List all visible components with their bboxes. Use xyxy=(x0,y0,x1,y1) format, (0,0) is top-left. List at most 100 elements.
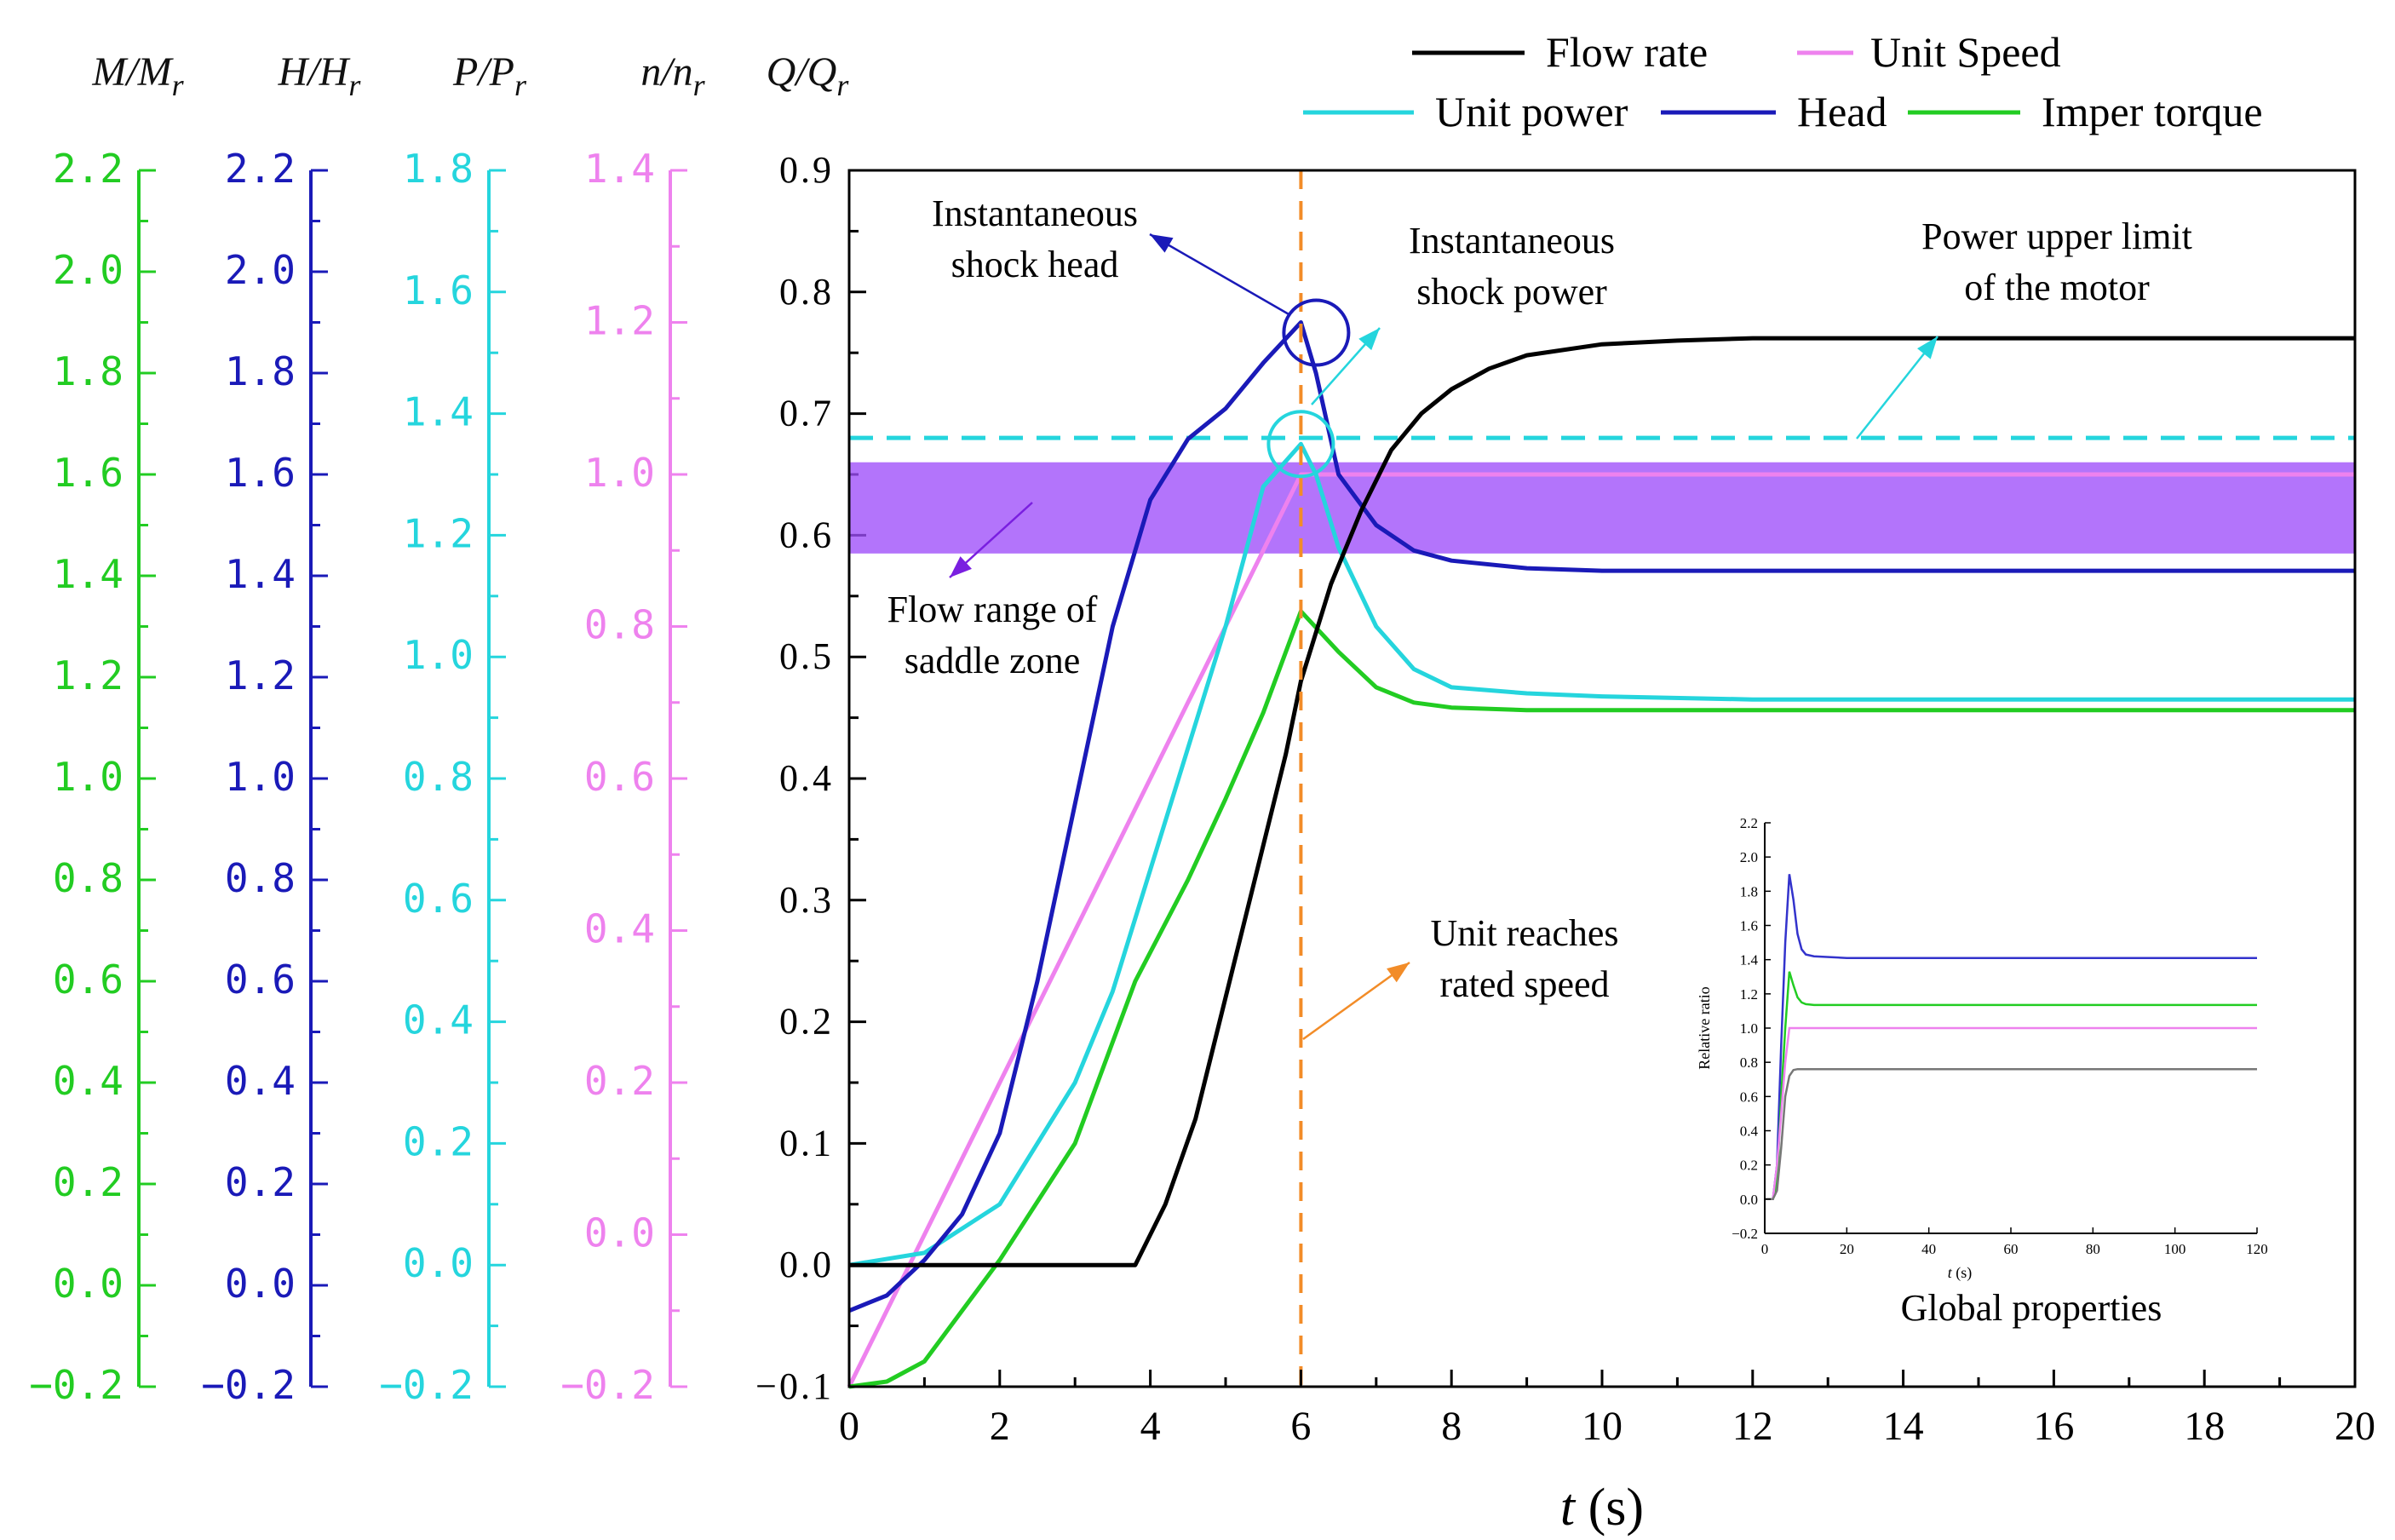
inset-x-title-var: t xyxy=(1948,1264,1953,1281)
axis-tick-label: −0.2 xyxy=(560,1362,655,1408)
power-limit-arrow xyxy=(1856,336,1938,440)
axis-tick-label: 0.6 xyxy=(403,876,474,922)
axis-tick-label: 0.8 xyxy=(779,271,834,313)
legend-label-unit-power: Unit power xyxy=(1435,88,1628,135)
axis-title-sub: r xyxy=(514,68,527,102)
axis-tick-label: 0.5 xyxy=(779,635,834,677)
axis-q: −0.1 0.0 0.1 0.2 0.3 0.4 0.5 0.6 0.7 0.8 0.9 Q/Qr xyxy=(755,49,866,1407)
inset-x-tick-label: 80 xyxy=(2086,1241,2100,1257)
inset-y-tick-label: 1.8 xyxy=(1740,883,1758,899)
axis-tick-label: 0.2 xyxy=(779,1001,834,1043)
saddle-arrow-head xyxy=(950,556,972,578)
inset-y-title: Relative ratio xyxy=(1696,986,1713,1069)
series-line-flow-rate xyxy=(849,336,2355,1267)
axis-title-q: Q/Qr xyxy=(767,49,850,102)
axis-tick-label: 0.0 xyxy=(53,1261,123,1307)
rated-speed-arrow-head xyxy=(1387,962,1410,983)
axis-tick-label: 1.4 xyxy=(225,551,296,597)
axis-tick-label: 1.8 xyxy=(403,146,474,192)
x-tick-label: 10 xyxy=(1582,1404,1623,1449)
annotation-shock-power: Instantaneous shock power xyxy=(1409,220,1615,313)
shock-head-circle xyxy=(1282,298,1351,367)
axis-tick-label: 0.1 xyxy=(779,1122,834,1164)
axis-tick-label: 2.0 xyxy=(53,247,123,293)
series-line-unit-speed xyxy=(847,472,2355,1388)
inset-series-unit-speed xyxy=(1765,1026,2257,1201)
inset-y-tick-label: 0.0 xyxy=(1740,1192,1758,1208)
axis-tick-label: −0.1 xyxy=(755,1365,834,1407)
inset-x-title-unit: (s) xyxy=(1952,1264,1973,1282)
axis-tick-label: 1.2 xyxy=(584,298,655,344)
axis-tick-label: 0.4 xyxy=(403,997,474,1043)
axis-title-h: H/Hr xyxy=(278,49,362,102)
inset-y-tick-label: 0.6 xyxy=(1740,1089,1758,1105)
axis-title-main: H/H xyxy=(278,49,351,95)
axis-tick-label: 1.8 xyxy=(53,348,123,394)
axis-tick-label: 1.2 xyxy=(225,652,296,698)
axis-tick-label: −0.2 xyxy=(29,1362,123,1408)
axis-tick-label: −0.2 xyxy=(201,1362,296,1408)
axis-title-main: P/P xyxy=(452,49,514,95)
x-tick-label: 6 xyxy=(1290,1404,1311,1449)
axis-tick-label: 1.0 xyxy=(225,754,296,800)
shock-power-arrow-head xyxy=(1358,328,1380,351)
rated-speed-arrow xyxy=(1302,961,1410,1041)
inset-x-title: t (s) xyxy=(1948,1264,1973,1282)
inset-chart: −0.2 0.0 0.2 0.4 0.6 0.8 1.0 1.2 1.4 1.6 1.8 2.0 2.2… xyxy=(1696,809,2291,1329)
axis-tick-label: 1.4 xyxy=(403,389,474,435)
axis-tick-label: 1.6 xyxy=(225,450,296,496)
axis-tick-label: 0.4 xyxy=(779,757,834,799)
x-tick-label: 12 xyxy=(1732,1404,1773,1449)
axis-tick-label: 0.0 xyxy=(779,1244,834,1285)
annotation-shock-power-line: shock power xyxy=(1416,271,1607,313)
axis-n: −0.2 0.0 0.2 0.4 0.6 0.8 1.0 1.2 1.4 n/nr xyxy=(560,49,705,1408)
axis-tick-label: 1.4 xyxy=(584,146,655,192)
axis-tick-label: 0.2 xyxy=(53,1159,123,1205)
x-axis-title-unit: (s) xyxy=(1575,1479,1644,1537)
annotation-shock-head-line: Instantaneous xyxy=(932,192,1138,234)
shock-head-arrow-shaft xyxy=(1149,233,1291,317)
axis-tick-label: 0.8 xyxy=(584,602,655,648)
annotation-saddle: Flow range of saddle zone xyxy=(887,589,1098,681)
axis-tick-label: 1.6 xyxy=(53,450,123,496)
inset-y-tick-label: 1.4 xyxy=(1740,952,1759,968)
inset-y-tick-label: 2.0 xyxy=(1740,849,1758,865)
inset-x-tick-label: 40 xyxy=(1921,1241,1936,1257)
axis-tick-label: 0.3 xyxy=(779,879,834,921)
axis-h: −0.2 0.0 0.2 0.4 0.6 0.8 1.0 1.2 1.4 1.6 1.8 2.0 2.2… xyxy=(201,49,361,1408)
axis-tick-label: 1.4 xyxy=(53,551,123,597)
axis-title-sub: r xyxy=(348,68,361,102)
axis-tick-label: −0.2 xyxy=(379,1362,474,1408)
axis-title-main: M/M xyxy=(91,49,174,95)
annotation-saddle-line: saddle zone xyxy=(905,640,1080,681)
inset-x-tick-label: 60 xyxy=(2004,1241,2019,1257)
axis-title-m: M/Mr xyxy=(91,49,184,102)
axis-tick-label: 1.2 xyxy=(53,652,123,698)
axis-tick-label: 0.6 xyxy=(53,957,123,1003)
inset-x-tick-label: 20 xyxy=(1840,1241,1854,1257)
x-tick-label: 14 xyxy=(1883,1404,1924,1449)
shock-head-arrow-head xyxy=(1150,234,1174,253)
saddle-zone-band xyxy=(849,462,2355,554)
inset-y-tick-label: 0.8 xyxy=(1740,1054,1758,1071)
x-axis-title-var: t xyxy=(1560,1479,1577,1537)
annotation-shock-power-line: Instantaneous xyxy=(1409,220,1615,261)
axis-tick-label: 0.6 xyxy=(584,754,655,800)
axis-tick-label: 0.6 xyxy=(225,957,296,1003)
axis-tick-label: 0.4 xyxy=(225,1058,296,1104)
legend-label-head: Head xyxy=(1797,88,1887,135)
x-tick-label: 20 xyxy=(2335,1404,2375,1449)
annotation-power-limit-line: Power upper limit xyxy=(1921,215,2192,257)
inset-x-tick-label: 0 xyxy=(1761,1241,1769,1257)
x-tick-label: 4 xyxy=(1140,1404,1161,1449)
shock-head-arrow xyxy=(1149,233,1291,317)
axis-p: −0.2 0.0 0.2 0.4 0.6 0.8 1.0 1.2 1.4 1.6 1.8 P/Pr xyxy=(379,49,527,1408)
x-tick-label: 18 xyxy=(2184,1404,2225,1449)
axis-tick-label: 2.0 xyxy=(225,247,296,293)
axis-tick-label: 0.2 xyxy=(403,1118,474,1164)
annotation-rated-speed-line: Unit reaches xyxy=(1430,912,1618,954)
annotation-rated-speed: Unit reaches rated speed xyxy=(1430,912,1618,1005)
series-line-head xyxy=(848,320,2355,1313)
axis-title-main: n/n xyxy=(640,49,692,95)
axis-title-n: n/nr xyxy=(640,49,705,102)
